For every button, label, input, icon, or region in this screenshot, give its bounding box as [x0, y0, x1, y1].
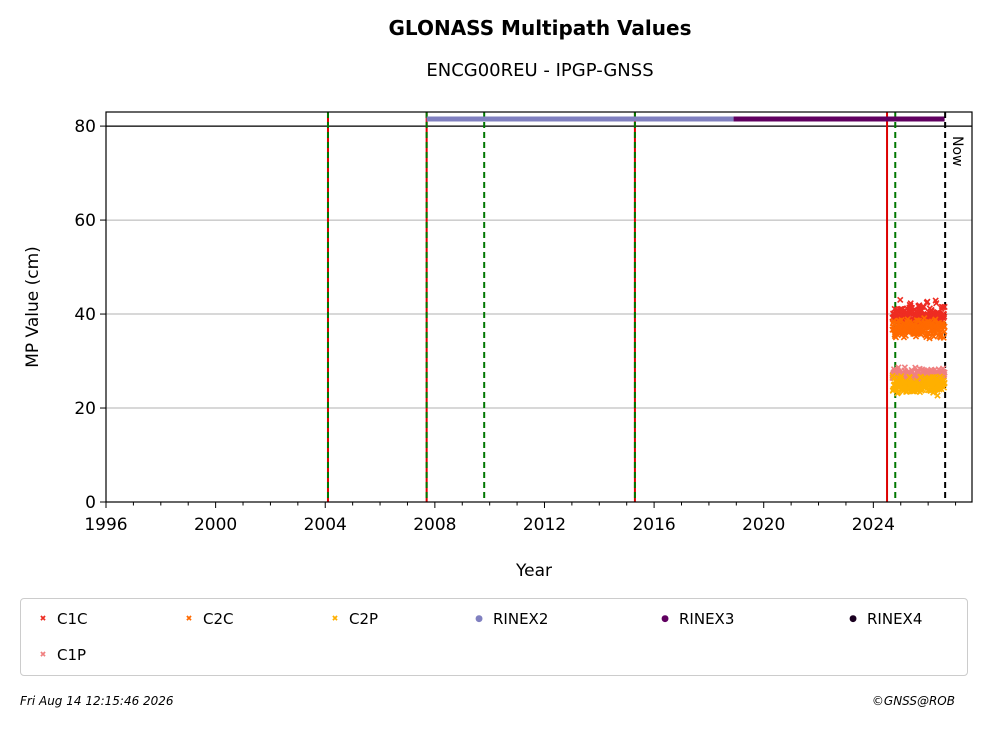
- data-point: [897, 296, 904, 304]
- data-point: [907, 300, 914, 307]
- footer-copyright: ©GNSS@ROB: [871, 694, 955, 708]
- y-tick-label: 0: [85, 493, 96, 513]
- legend-marker-c1c: ✖: [39, 613, 47, 623]
- data-point: [920, 303, 928, 311]
- legend-label-c1c: C1C: [57, 609, 88, 628]
- x-tick-label: 1996: [84, 515, 127, 535]
- y-axis-label: MP Value (cm): [23, 246, 43, 368]
- legend-marker-c1p: ✖: [39, 649, 47, 659]
- now-label: Now: [949, 136, 965, 167]
- y-tick-label: 60: [74, 211, 96, 231]
- data-point: [941, 323, 948, 330]
- legend-label-c2c: C2C: [203, 609, 234, 628]
- y-tick-label: 20: [74, 399, 96, 419]
- data-point: [941, 303, 948, 311]
- legend-item-c2p: ✖ C2P: [327, 607, 378, 629]
- data-point: [930, 333, 937, 340]
- data-point: [933, 300, 940, 307]
- multipath-chart: Now 1996 2000 2004 2008 2012 2016 2020 2024 0 20 40…: [23, 111, 973, 581]
- data-point: [926, 335, 933, 342]
- legend-marker-rinex3: ●: [661, 613, 669, 624]
- x-tick-label: 2008: [413, 515, 456, 535]
- legend-item-rinex3: ● RINEX3: [657, 607, 734, 629]
- data-point: [940, 334, 947, 341]
- legend-item-c1c: ✖ C1C: [35, 607, 88, 629]
- data-point: [897, 373, 905, 380]
- x-tick-label: 2000: [194, 515, 237, 535]
- legend-label-rinex3: RINEX3: [679, 609, 735, 628]
- y-tick-label: 40: [74, 305, 96, 325]
- chart-subtitle: ENCG00REU - IPGP-GNSS: [426, 60, 654, 81]
- data-point: [924, 298, 931, 305]
- legend-marker-c2c: ✖: [185, 613, 193, 623]
- series-c2p: [889, 372, 948, 399]
- legend-marker-c2p: ✖: [331, 613, 339, 623]
- x-tick-label: 2012: [523, 515, 566, 535]
- legend-marker-rinex4: ●: [849, 613, 857, 624]
- legend-label-c2p: C2P: [349, 609, 379, 628]
- x-tick-label: 2020: [742, 515, 785, 535]
- data-point: [941, 328, 948, 335]
- data-point: [916, 302, 923, 309]
- y-tick-label: 80: [74, 117, 96, 137]
- plot-frame: [105, 111, 973, 503]
- footer-timestamp: Fri Aug 14 12:15:46 2026: [20, 694, 174, 708]
- legend-item-c1p: ✖ C1P: [35, 643, 86, 665]
- chart-legend: ✖ C1C ✖ C2C ✖ C2P ● RINEX2 ● RINEX3 ● RINEX4 ✖…: [20, 598, 968, 676]
- x-tick-label: 2016: [632, 515, 675, 535]
- x-tick-label: 2024: [852, 515, 895, 535]
- data-point: [941, 379, 948, 387]
- legend-label-c1p: C1P: [57, 645, 87, 664]
- x-tick-label: 2004: [304, 515, 347, 535]
- data-point: [901, 364, 909, 371]
- x-axis-label: Year: [515, 561, 552, 581]
- legend-label-rinex4: RINEX4: [867, 609, 923, 628]
- data-point: [912, 364, 919, 371]
- series-c2c: [889, 315, 948, 342]
- legend-item-c2c: ✖ C2C: [181, 607, 234, 629]
- data-point: [941, 313, 948, 320]
- chart-title: GLONASS Multipath Values: [388, 16, 692, 40]
- data-point: [898, 316, 905, 324]
- data-point: [934, 392, 941, 399]
- legend-item-rinex4: ● RINEX4: [845, 607, 922, 629]
- legend-label-rinex2: RINEX2: [493, 609, 549, 628]
- data-point: [895, 364, 902, 371]
- legend-marker-rinex2: ●: [475, 613, 483, 624]
- legend-item-rinex2: ● RINEX2: [471, 607, 548, 629]
